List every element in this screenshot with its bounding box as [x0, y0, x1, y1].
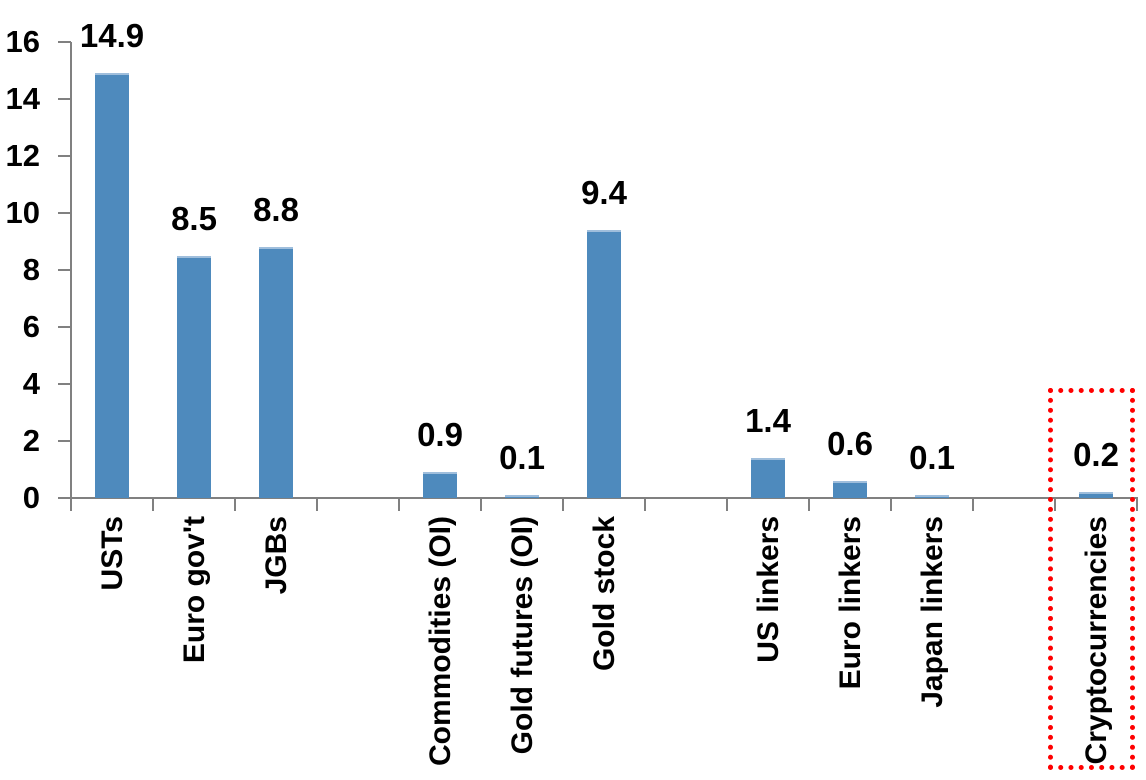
x-category-label-text: USTs: [95, 516, 129, 591]
bar-Cryptocurrencies: [1079, 492, 1113, 498]
y-axis-tick: [58, 155, 71, 157]
y-tick-label: 14: [5, 81, 40, 116]
x-axis-tick: [726, 498, 728, 511]
bar-value-label: 0.6: [827, 424, 873, 462]
bar-USTs: [95, 73, 129, 498]
bar-Gold stock: [587, 230, 621, 498]
bar-value-label: 0.2: [1073, 436, 1119, 474]
bar-Gold futures (OI): [505, 495, 539, 498]
x-axis-tick: [152, 498, 154, 511]
x-axis-tick: [70, 498, 72, 511]
x-category-label-text: JGBs: [259, 516, 293, 595]
y-axis-tick: [58, 497, 71, 499]
x-category-label: Euro gov't: [153, 516, 235, 780]
bar-Commodities (OI): [423, 472, 457, 498]
x-category-label: Gold stock: [563, 516, 645, 780]
bar-value-label: 1.4: [745, 402, 791, 440]
bar-Euro gov't: [177, 255, 211, 498]
x-category-label: US linkers: [727, 516, 809, 780]
x-category-label: Gold futures (OI): [481, 516, 563, 780]
y-axis-tick: [58, 98, 71, 100]
x-axis-tick: [234, 498, 236, 511]
x-category-label-text: Gold stock: [587, 516, 621, 672]
x-category-label: Japan linkers: [891, 516, 973, 780]
x-axis-tick: [398, 498, 400, 511]
x-axis-tick: [562, 498, 564, 511]
x-axis-tick: [480, 498, 482, 511]
bar-Japan linkers: [915, 495, 949, 498]
bar-value-label: 8.5: [171, 199, 217, 237]
bar-value-label: 0.9: [417, 416, 463, 454]
y-axis-tick: [58, 326, 71, 328]
y-axis-tick: [58, 440, 71, 442]
y-axis-tick: [58, 41, 71, 43]
x-category-label-text: Commodities (OI): [423, 516, 457, 767]
bar-value-label: 8.8: [253, 191, 299, 229]
bar-value-label: 9.4: [581, 174, 627, 212]
x-category-label: JGBs: [235, 516, 317, 780]
highlight-box: [1048, 388, 1135, 770]
y-axis-tick: [58, 383, 71, 385]
bar-JGBs: [259, 247, 293, 498]
x-category-label-text: Euro linkers: [833, 516, 867, 690]
x-axis-tick: [1054, 498, 1056, 511]
x-category-label: Commodities (OI): [399, 516, 481, 780]
y-tick-label: 6: [22, 309, 40, 344]
y-axis-line: [70, 42, 72, 498]
bar-Euro linkers: [833, 480, 867, 498]
y-tick-label: 16: [5, 24, 40, 59]
bar-value-label: 0.1: [499, 439, 545, 477]
x-axis-line: [70, 497, 1138, 499]
y-tick-label: 4: [22, 366, 40, 401]
y-tick-label: 8: [22, 252, 40, 287]
x-category-label-text: Gold futures (OI): [505, 516, 539, 755]
x-category-label: Euro linkers: [809, 516, 891, 780]
x-category-label-text: Japan linkers: [915, 516, 949, 708]
x-category-label: USTs: [71, 516, 153, 780]
x-axis-tick: [644, 498, 646, 511]
y-tick-label: 12: [5, 138, 40, 173]
y-tick-label: 10: [5, 195, 40, 230]
bar-US linkers: [751, 458, 785, 498]
x-axis-tick: [1136, 498, 1138, 511]
y-axis-tick: [58, 269, 71, 271]
y-tick-label: 2: [22, 423, 40, 458]
x-axis-tick: [316, 498, 318, 511]
y-tick-label: 0: [22, 480, 40, 515]
bar-value-label: 14.9: [79, 17, 145, 55]
y-axis-tick: [58, 212, 71, 214]
x-category-label-text: US linkers: [751, 516, 785, 663]
bar-value-label: 0.1: [909, 439, 955, 477]
x-axis-tick: [890, 498, 892, 511]
x-category-label-text: Euro gov't: [177, 516, 211, 664]
x-axis-tick: [972, 498, 974, 511]
x-axis-tick: [808, 498, 810, 511]
